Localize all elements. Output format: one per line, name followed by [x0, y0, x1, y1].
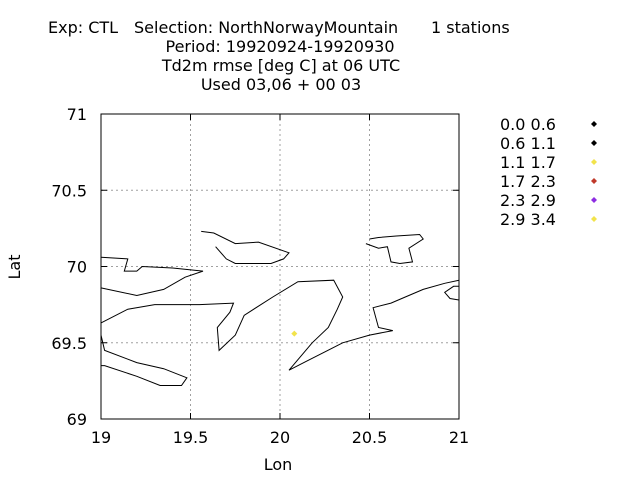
- grid-lines: [101, 114, 459, 419]
- title-period: Period: 19920924-19920930: [165, 37, 394, 56]
- legend-label: 1.7 2.3: [500, 172, 556, 191]
- y-tick-label: 69.5: [51, 334, 87, 353]
- y-axis-label: Lat: [5, 255, 24, 280]
- coastline: [201, 230, 290, 264]
- station-points: [291, 330, 298, 337]
- legend-marker: [591, 216, 597, 222]
- legend-marker: [591, 140, 597, 146]
- y-tick-label: 69: [67, 410, 87, 429]
- y-tick-label: 70: [67, 258, 87, 277]
- legend-label: 0.6 1.1: [500, 134, 556, 153]
- coastline: [100, 279, 460, 371]
- title-variable: Td2m rmse [deg C] at 06 UTC: [161, 56, 400, 75]
- legend-label: 0.0 0.6: [500, 115, 556, 134]
- y-tick-label: 70.5: [51, 181, 87, 200]
- legend-label: 1.1 1.7: [500, 153, 556, 172]
- legend-label: 2.3 2.9: [500, 191, 556, 210]
- legend-marker: [591, 178, 597, 184]
- title-selection: Selection: NorthNorwayMountain: [134, 18, 398, 37]
- title-experiment: Exp: CTL: [48, 18, 118, 37]
- legend: 0.0 0.60.6 1.11.1 1.71.7 2.32.3 2.92.9 3…: [500, 115, 597, 229]
- coastline: [100, 256, 204, 297]
- x-tick-label: 20.5: [352, 428, 388, 447]
- station-point: [291, 330, 298, 337]
- coastlines: [100, 230, 460, 386]
- x-tick-label: 19: [91, 428, 111, 447]
- legend-marker: [591, 121, 597, 127]
- y-tick-label: 71: [67, 105, 87, 124]
- legend-marker: [591, 197, 597, 203]
- x-tick-label: 21: [449, 428, 469, 447]
- coastline: [443, 285, 460, 301]
- axis-ticks: [100, 113, 460, 420]
- x-tick-label: 20: [270, 428, 290, 447]
- coastline: [365, 233, 424, 265]
- legend-label: 2.9 3.4: [500, 210, 556, 229]
- title-used: Used 03,06 + 00 03: [201, 75, 361, 94]
- x-axis-label: Lon: [264, 455, 293, 474]
- coastline: [100, 334, 188, 386]
- legend-marker: [591, 159, 597, 165]
- title-station-count: 1 stations: [431, 18, 510, 37]
- x-tick-label: 19.5: [173, 428, 209, 447]
- tick-labels: 19 19.5 20 20.5 21 69 69.5 70 70.5 71: [51, 105, 469, 447]
- chart-title: Exp: CTL Selection: NorthNorwayMountain …: [48, 18, 510, 94]
